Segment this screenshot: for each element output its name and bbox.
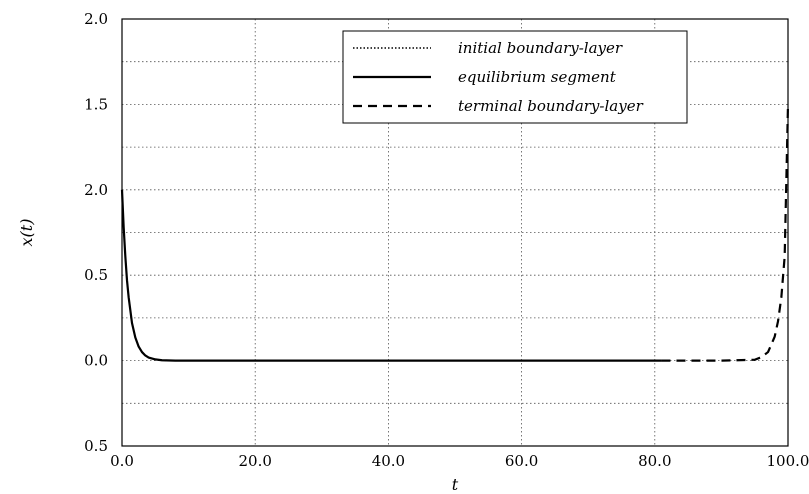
- legend-label: terminal boundary-layer: [458, 97, 644, 115]
- y-tick-label: 2.0: [84, 10, 108, 28]
- x-tick-label: 0.0: [110, 452, 134, 470]
- legend-label: initial boundary-layer: [458, 39, 623, 57]
- y-axis-ticks: 0.5 0.0 0.5 2.0 1.5 2.0: [84, 10, 108, 455]
- legend: initial boundary-layer equilibrium segmen…: [342, 30, 688, 124]
- y-tick-label: 0.5: [84, 266, 108, 284]
- series-line-initial-boundary-layer: [121, 189, 176, 362]
- x-tick-label: 100.0: [767, 452, 809, 470]
- y-tick-label: 2.0: [84, 181, 108, 199]
- x-tick-label: 80.0: [638, 452, 671, 470]
- legend-label: equilibrium segment: [458, 68, 617, 86]
- x-tick-label: 20.0: [238, 452, 271, 470]
- y-tick-label: 0.0: [84, 352, 108, 370]
- y-axis-label: x(t): [17, 219, 36, 247]
- series-group: [120, 104, 790, 362]
- x-tick-label: 60.0: [505, 452, 538, 470]
- series-line-equilibrium-segment: [120, 189, 662, 362]
- x-axis-ticks: 0.0 20.0 40.0 60.0 80.0 100.0: [110, 452, 809, 470]
- x-axis-label: t: [452, 475, 459, 494]
- y-tick-label: 1.5: [84, 95, 108, 113]
- plot-frame: [121, 18, 789, 447]
- y-tick-label: 0.5: [84, 437, 108, 455]
- series-line-terminal-boundary-layer: [661, 104, 790, 362]
- x-tick-label: 40.0: [372, 452, 405, 470]
